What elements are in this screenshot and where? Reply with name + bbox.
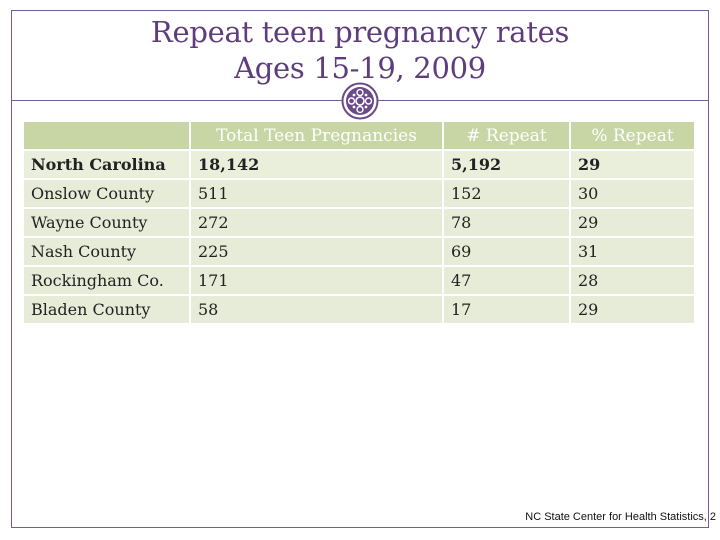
cell-total: 18,142 bbox=[189, 151, 442, 178]
header-repeat-percent: % Repeat bbox=[569, 122, 694, 149]
header-repeat-count: # Repeat bbox=[442, 122, 569, 149]
cell-location: Rockingham Co. bbox=[24, 267, 189, 294]
cell-location: Nash County bbox=[24, 238, 189, 265]
table-row: Onslow County 511 152 30 bbox=[24, 180, 694, 207]
cell-repeat-count: 69 bbox=[442, 238, 569, 265]
table-row: Bladen County 58 17 29 bbox=[24, 296, 694, 323]
cell-repeat-percent: 30 bbox=[569, 180, 694, 207]
table-row: Nash County 225 69 31 bbox=[24, 238, 694, 265]
cell-location: North Carolina bbox=[24, 151, 189, 178]
cell-repeat-count: 5,192 bbox=[442, 151, 569, 178]
cell-total: 171 bbox=[189, 267, 442, 294]
cell-repeat-count: 17 bbox=[442, 296, 569, 323]
source-citation: NC State Center for Health Statistics, 2 bbox=[525, 511, 716, 523]
header-location bbox=[24, 122, 189, 149]
table-row: Wayne County 272 78 29 bbox=[24, 209, 694, 236]
cell-repeat-count: 47 bbox=[442, 267, 569, 294]
table-header-row: Total Teen Pregnancies # Repeat % Repeat bbox=[24, 122, 694, 149]
cell-repeat-percent: 29 bbox=[569, 151, 694, 178]
cell-location: Bladen County bbox=[24, 296, 189, 323]
table-row: North Carolina 18,142 5,192 29 bbox=[24, 151, 694, 178]
cell-repeat-percent: 31 bbox=[569, 238, 694, 265]
cell-total: 272 bbox=[189, 209, 442, 236]
title-line-2: Ages 15-19, 2009 bbox=[234, 51, 486, 85]
cell-location: Onslow County bbox=[24, 180, 189, 207]
slide-title: Repeat teen pregnancy rates Ages 15-19, … bbox=[11, 10, 709, 100]
cell-location: Wayne County bbox=[24, 209, 189, 236]
title-line-1: Repeat teen pregnancy rates bbox=[150, 15, 570, 49]
header-total-teen-pregnancies: Total Teen Pregnancies bbox=[189, 122, 442, 149]
ornament-emblem-icon bbox=[341, 82, 379, 120]
cell-repeat-percent: 29 bbox=[569, 296, 694, 323]
cell-total: 511 bbox=[189, 180, 442, 207]
cell-total: 58 bbox=[189, 296, 442, 323]
cell-repeat-count: 78 bbox=[442, 209, 569, 236]
cell-repeat-count: 152 bbox=[442, 180, 569, 207]
cell-repeat-percent: 29 bbox=[569, 209, 694, 236]
pregnancy-rates-table: Total Teen Pregnancies # Repeat % Repeat… bbox=[24, 120, 694, 325]
cell-total: 225 bbox=[189, 238, 442, 265]
cell-repeat-percent: 28 bbox=[569, 267, 694, 294]
table-row: Rockingham Co. 171 47 28 bbox=[24, 267, 694, 294]
